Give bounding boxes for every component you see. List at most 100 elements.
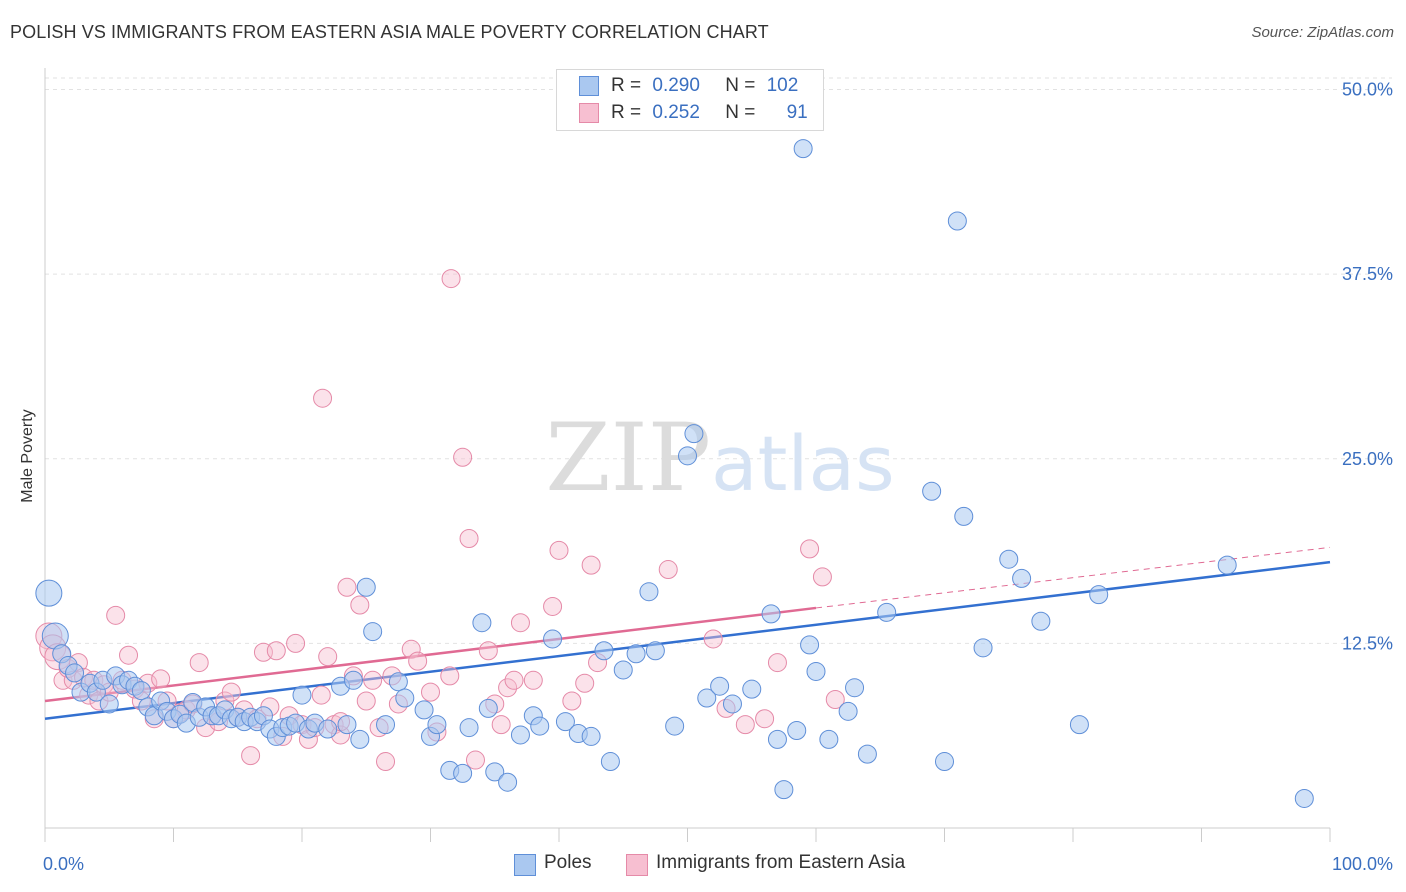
watermark-atlas: atlas bbox=[711, 419, 895, 508]
immigrants-point bbox=[812, 567, 832, 587]
poles-point bbox=[1294, 788, 1314, 808]
immigrants-point bbox=[241, 746, 261, 766]
poles-point bbox=[459, 718, 479, 738]
y-tick-label: 50.0% bbox=[1342, 80, 1393, 100]
legend-imm-n-value: 91 bbox=[786, 102, 808, 123]
immigrants-point bbox=[575, 673, 595, 693]
legend-imm-n-label: N = bbox=[725, 102, 756, 123]
immigrants-point bbox=[440, 666, 460, 686]
legend-poles-n-label: N = bbox=[725, 75, 756, 96]
poles-point bbox=[678, 446, 697, 466]
legend-swatch-poles bbox=[579, 76, 599, 96]
bottom-legend-label-immigrants: Immigrants from Eastern Asia bbox=[656, 852, 906, 873]
poles-point bbox=[819, 729, 839, 749]
poles-point bbox=[922, 481, 942, 501]
poles-point bbox=[857, 744, 877, 764]
poles-point bbox=[581, 726, 601, 746]
poles-point bbox=[35, 579, 63, 607]
immigrants-point bbox=[825, 690, 845, 710]
poles-point bbox=[742, 679, 762, 699]
immigrants-point bbox=[510, 613, 530, 633]
poles-point bbox=[838, 701, 858, 721]
immigrants-point bbox=[313, 388, 333, 408]
poles-point bbox=[395, 688, 415, 708]
poles-point bbox=[427, 715, 447, 735]
poles-point bbox=[806, 661, 826, 681]
immigrants-point bbox=[453, 447, 473, 467]
bottom-legend-swatch-poles bbox=[514, 854, 536, 876]
trend-line-poles bbox=[44, 560, 1331, 720]
tick-labels: 12.5% 25.0% 37.5% 50.0% 0.0% 100.0% bbox=[43, 80, 1393, 874]
y-tick-label: 37.5% bbox=[1342, 264, 1393, 284]
axes bbox=[44, 68, 1331, 842]
immigrants-point bbox=[504, 670, 524, 690]
poles-point bbox=[877, 602, 897, 622]
legend-poles-r-label: R = bbox=[611, 75, 642, 96]
poles-point bbox=[594, 641, 614, 661]
x-tick-label-start: 0.0% bbox=[43, 854, 84, 874]
poles-point bbox=[318, 719, 338, 739]
poles-point bbox=[787, 721, 807, 741]
trend-line-immigrants bbox=[44, 606, 817, 703]
immigrants-point bbox=[703, 629, 723, 649]
poles-point bbox=[845, 678, 865, 698]
poles-point bbox=[510, 725, 530, 745]
poles-point bbox=[684, 424, 704, 444]
legend-imm-r-value: 0.252 bbox=[652, 102, 700, 123]
immigrants-point bbox=[286, 633, 306, 653]
immigrants-point bbox=[421, 682, 440, 702]
poles-point bbox=[388, 672, 408, 692]
poles-point bbox=[954, 506, 974, 526]
poles-point bbox=[973, 638, 993, 658]
poles-point bbox=[665, 716, 685, 736]
poles-point bbox=[337, 715, 357, 735]
poles-point bbox=[99, 694, 119, 714]
poles-point bbox=[999, 549, 1019, 569]
immigrants-point bbox=[562, 691, 582, 711]
immigrants-point bbox=[658, 560, 678, 580]
bottom-legend-label-poles: Poles bbox=[544, 852, 592, 873]
immigrants-point bbox=[441, 269, 461, 289]
immigrants-point bbox=[543, 596, 563, 616]
immigrants-point bbox=[119, 645, 139, 665]
bottom-legend-swatch-immigrants bbox=[626, 854, 648, 876]
legend-poles-r-value: 0.290 bbox=[652, 75, 700, 96]
immigrants-point bbox=[401, 639, 421, 659]
poles-point bbox=[453, 763, 473, 783]
poles-point bbox=[414, 700, 434, 720]
poles-point bbox=[774, 780, 794, 800]
poles-point bbox=[363, 622, 383, 642]
poles-point bbox=[472, 613, 492, 633]
poles-point bbox=[710, 676, 730, 696]
immigrants-point bbox=[311, 685, 331, 705]
poles-point bbox=[343, 670, 363, 690]
poles-point bbox=[350, 729, 370, 749]
poles-point bbox=[626, 644, 646, 664]
poles-point bbox=[697, 688, 717, 708]
immigrants-point bbox=[221, 682, 241, 702]
poles-point bbox=[485, 762, 505, 782]
poles-point bbox=[1089, 585, 1109, 605]
poles-point bbox=[722, 694, 742, 714]
poles-point bbox=[530, 716, 550, 736]
legend-imm-r-label: R = bbox=[611, 102, 642, 123]
poles-point bbox=[793, 139, 813, 159]
poles-point bbox=[498, 772, 518, 792]
legend-poles-n-value: 102 bbox=[766, 75, 799, 96]
source-label: Source: ZipAtlas.com bbox=[1251, 24, 1394, 41]
poles-points bbox=[35, 139, 1314, 808]
immigrants-point bbox=[356, 691, 376, 711]
poles-point bbox=[292, 685, 312, 705]
x-tick-label-end: 100.0% bbox=[1332, 854, 1393, 874]
poles-point bbox=[1012, 568, 1032, 588]
immigrants-point bbox=[735, 715, 755, 735]
poles-point bbox=[767, 729, 787, 749]
poles-point bbox=[645, 641, 665, 661]
immigrants-point bbox=[459, 529, 479, 549]
poles-point bbox=[131, 681, 151, 701]
immigrants-point bbox=[581, 555, 601, 575]
immigrants-point bbox=[376, 752, 396, 772]
poles-point bbox=[800, 635, 820, 655]
trend-line-immigrants-extension bbox=[815, 546, 1331, 609]
